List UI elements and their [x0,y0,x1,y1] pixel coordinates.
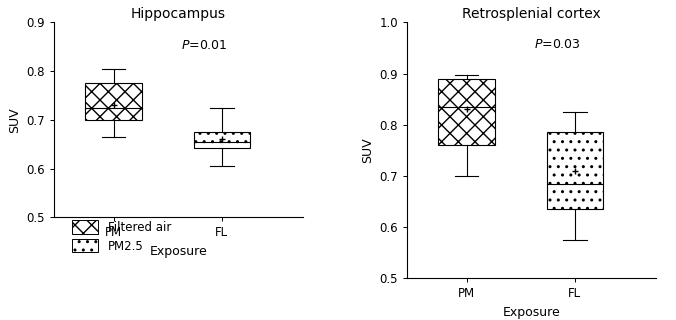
Y-axis label: SUV: SUV [8,107,21,133]
Text: $\it{P}$=0.01: $\it{P}$=0.01 [180,39,227,52]
Title: Retrosplenial cortex: Retrosplenial cortex [462,7,601,21]
Bar [193,132,249,148]
Legend: Filtered air, PM2.5: Filtered air, PM2.5 [72,220,171,252]
Bar [85,83,142,120]
X-axis label: Exposure: Exposure [149,245,208,258]
Title: Hippocampus: Hippocampus [131,7,226,21]
Bar [439,79,495,145]
Bar [547,132,603,209]
Y-axis label: SUV: SUV [361,138,374,163]
Text: $\it{P}$=0.03: $\it{P}$=0.03 [533,38,581,51]
X-axis label: Exposure: Exposure [502,306,560,319]
